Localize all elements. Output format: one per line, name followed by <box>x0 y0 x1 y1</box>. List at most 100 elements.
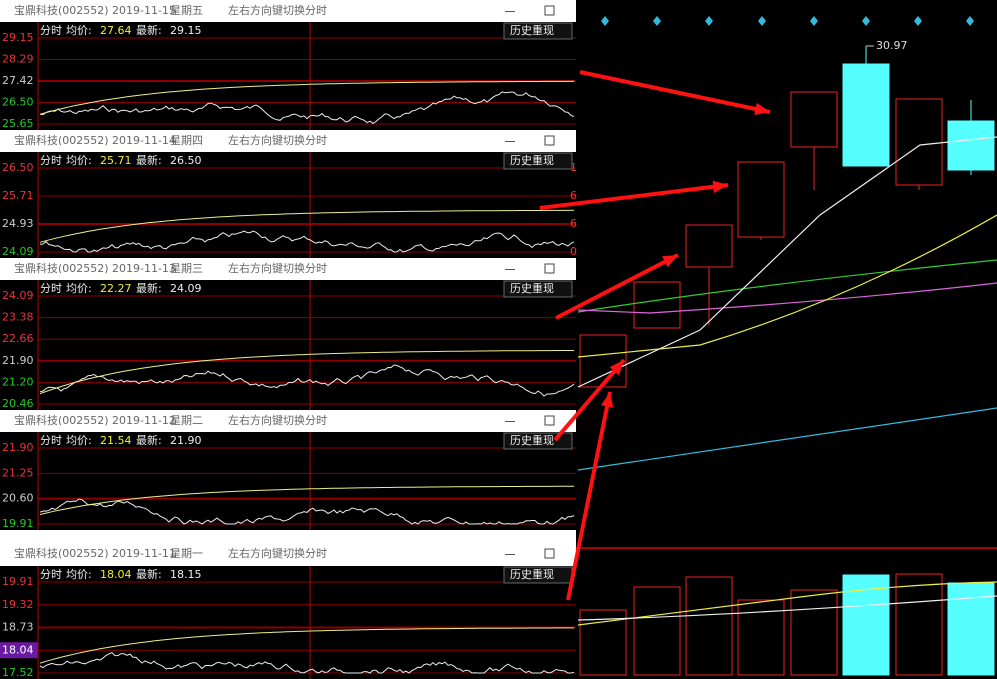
high-label: 30.97 <box>876 39 908 52</box>
price-tick: 25.65 <box>2 117 34 130</box>
close-button[interactable] <box>544 415 555 426</box>
price-tick: 21.90 <box>2 354 34 367</box>
avg-label: 均价: <box>66 434 92 447</box>
mode: 分时 <box>40 434 62 447</box>
minimize-button[interactable] <box>505 11 515 12</box>
price-tick: 21.20 <box>2 375 34 388</box>
volume-bar <box>633 586 681 676</box>
right-tick: 0 <box>570 245 577 258</box>
weekday: 星期二 <box>170 414 203 427</box>
marker <box>758 16 766 26</box>
arrow-head <box>600 392 614 408</box>
stock-name: 宝鼎科技(002552) <box>14 546 109 560</box>
price-line <box>39 230 575 253</box>
moving-average <box>577 595 997 621</box>
latest-value: 24.09 <box>170 282 202 295</box>
price-tick: 29.15 <box>2 31 34 44</box>
title-bar <box>0 130 576 152</box>
latest-label: 最新: <box>136 23 162 37</box>
mode: 分时 <box>40 568 62 581</box>
hint: 左右方向键切换分时 <box>228 261 327 275</box>
latest-value: 21.90 <box>170 434 202 447</box>
close-button[interactable] <box>544 548 555 559</box>
arrow-head <box>662 255 678 268</box>
price-tick: 26.50 <box>2 96 34 109</box>
avg-line <box>39 350 574 395</box>
marker <box>810 16 818 26</box>
stock-name: 宝鼎科技(002552) <box>14 133 109 147</box>
marker <box>862 16 870 26</box>
moving-average <box>577 136 997 388</box>
volume-bar <box>790 589 838 676</box>
date: 2019-11-11 <box>112 547 176 560</box>
marker <box>705 16 713 26</box>
candle <box>685 224 733 268</box>
price-tick: 24.09 <box>2 289 34 302</box>
candle <box>895 98 943 186</box>
minimize-button[interactable] <box>505 421 515 422</box>
history-button-label: 历史重现 <box>510 23 554 37</box>
date: 2019-11-12 <box>112 414 176 427</box>
stock-name: 宝鼎科技(002552) <box>14 413 109 427</box>
price-tick: 24.09 <box>2 245 34 258</box>
price-tick: 26.50 <box>2 161 34 174</box>
close-button[interactable] <box>544 263 555 274</box>
avg-value: 27.64 <box>100 24 132 37</box>
avg-line <box>39 627 574 664</box>
latest-label: 最新: <box>136 281 162 295</box>
marker <box>601 16 609 26</box>
history-button[interactable] <box>503 280 573 298</box>
price-tick: 20.60 <box>2 492 34 505</box>
history-button-label: 历史重现 <box>510 153 554 167</box>
price-tick: 28.29 <box>2 53 34 66</box>
history-button-label: 历史重现 <box>510 281 554 295</box>
title-bar <box>0 530 576 566</box>
moving-average <box>577 259 997 313</box>
arrow <box>555 253 679 320</box>
avg-value: 21.54 <box>100 434 132 447</box>
title-bar <box>0 0 576 22</box>
price-tick: 19.91 <box>2 575 34 588</box>
minimize-button[interactable] <box>505 141 515 142</box>
price-tick: 24.93 <box>2 217 34 230</box>
price-tick: 21.90 <box>2 441 34 454</box>
arrow-head <box>609 360 624 376</box>
avg-line <box>39 209 575 243</box>
arrow-head <box>754 102 770 116</box>
close-button[interactable] <box>544 5 555 16</box>
candle <box>579 334 627 388</box>
history-button[interactable] <box>503 152 573 170</box>
marker <box>653 16 661 26</box>
avg-line <box>39 485 574 515</box>
weekday: 星期三 <box>170 262 203 275</box>
avg-label: 均价: <box>66 24 92 37</box>
price-tick: 18.73 <box>2 621 34 634</box>
minimize-button[interactable] <box>505 269 515 270</box>
stock-name: 宝鼎科技(002552) <box>14 3 109 17</box>
history-button-label: 历史重现 <box>510 433 554 447</box>
weekday: 星期四 <box>170 134 203 147</box>
latest-label: 最新: <box>136 567 162 581</box>
avg-value: 22.27 <box>100 282 132 295</box>
minimize-button[interactable] <box>505 554 515 555</box>
right-tick: 6 <box>570 217 577 230</box>
avg-value: 25.71 <box>100 154 132 167</box>
close-button[interactable] <box>544 135 555 146</box>
moving-average <box>577 407 997 471</box>
history-button[interactable] <box>503 22 573 40</box>
date: 2019-11-15 <box>112 4 176 17</box>
moving-average <box>577 581 997 626</box>
right-tick: 6 <box>570 189 577 202</box>
weekday: 星期一 <box>170 547 203 560</box>
price-line <box>39 91 575 125</box>
latest-label: 最新: <box>136 433 162 447</box>
latest-label: 最新: <box>136 153 162 167</box>
marker <box>966 16 974 26</box>
tick-highlight <box>0 642 38 659</box>
price-tick: 19.32 <box>2 598 34 611</box>
hint: 左右方向键切换分时 <box>228 3 327 17</box>
price-line <box>39 498 575 525</box>
price-tick: 22.66 <box>2 332 34 345</box>
price-tick: 25.71 <box>2 189 34 202</box>
